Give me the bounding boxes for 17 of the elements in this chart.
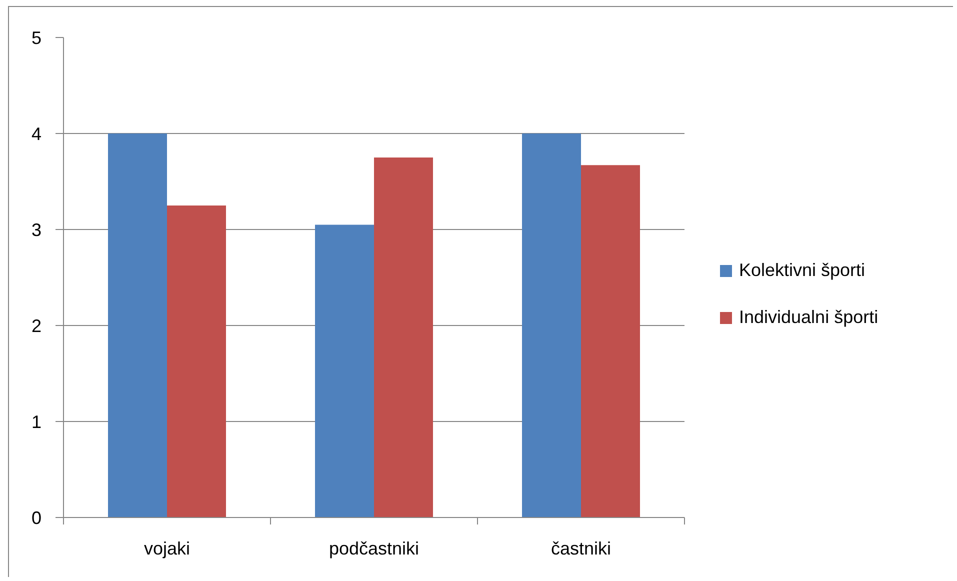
legend-label: Kolektivni športi [739,260,866,281]
x-tick-label: podčastniki [328,538,420,558]
bar [581,165,640,518]
bar [108,134,167,518]
bar [167,206,226,518]
y-tick-label: 5 [31,28,42,48]
bar [374,158,433,518]
y-tick-label: 4 [31,124,42,144]
bar [522,134,581,518]
x-tick-label: vojaki [144,538,190,558]
y-tick-label: 3 [31,220,42,240]
y-tick-label: 0 [31,508,42,528]
y-tick-label: 2 [31,316,42,336]
bar [315,224,374,518]
legend-label: Individualni športi [739,307,878,328]
y-tick-label: 1 [31,412,42,432]
x-tick-label: častniki [550,538,612,558]
